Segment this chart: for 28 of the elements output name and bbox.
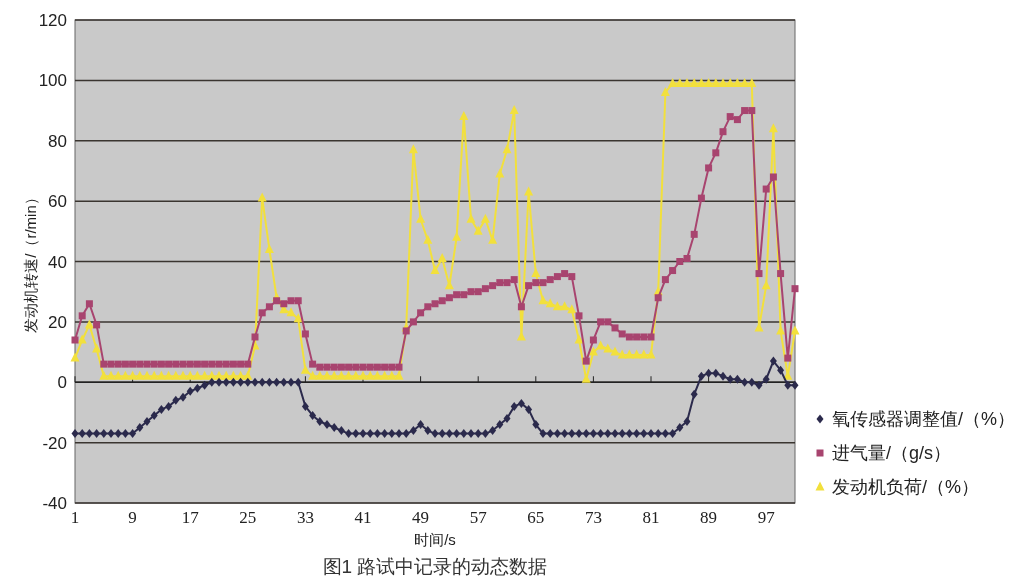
y-tick-label: 20 bbox=[48, 312, 67, 332]
y-tick-label: 120 bbox=[38, 11, 67, 30]
x-tick-label: 41 bbox=[354, 508, 372, 527]
x-tick-label: 25 bbox=[239, 508, 257, 527]
y-tick-label: 40 bbox=[48, 252, 67, 272]
x-tick-label: 1 bbox=[70, 508, 80, 527]
x-tick-label: 33 bbox=[296, 508, 314, 527]
text: 图1 路试中记录的动态数据 bbox=[322, 556, 548, 577]
y-tick-label: 100 bbox=[38, 71, 67, 91]
x-axis-title: 时间/s bbox=[414, 531, 456, 548]
x-tick-label: 49 bbox=[412, 508, 430, 527]
y-tick-label: 80 bbox=[48, 131, 67, 151]
legend-label: 氧传感器调整值/（%） bbox=[832, 409, 1013, 429]
y-axis-title: 发动机转速/（r/min） bbox=[22, 190, 39, 333]
x-tick-label: 97 bbox=[757, 508, 776, 527]
x-tick-label: 17 bbox=[181, 508, 200, 527]
legend-label: 发动机负荷/（%） bbox=[832, 477, 980, 497]
x-tick-label: 65 bbox=[527, 508, 545, 527]
y-tick-label: 0 bbox=[57, 373, 67, 393]
x-tick-label: 81 bbox=[642, 508, 660, 527]
x-tick-label: 9 bbox=[128, 508, 137, 527]
x-tick-label: 89 bbox=[700, 508, 718, 527]
y-tick-label: -40 bbox=[42, 494, 67, 513]
y-tick-label: 60 bbox=[48, 192, 67, 212]
x-tick-label: 57 bbox=[469, 508, 488, 527]
legend-label: 进气量/（g/s） bbox=[832, 443, 952, 463]
y-tick-label: -20 bbox=[42, 433, 67, 453]
x-tick-label: 73 bbox=[584, 508, 602, 527]
